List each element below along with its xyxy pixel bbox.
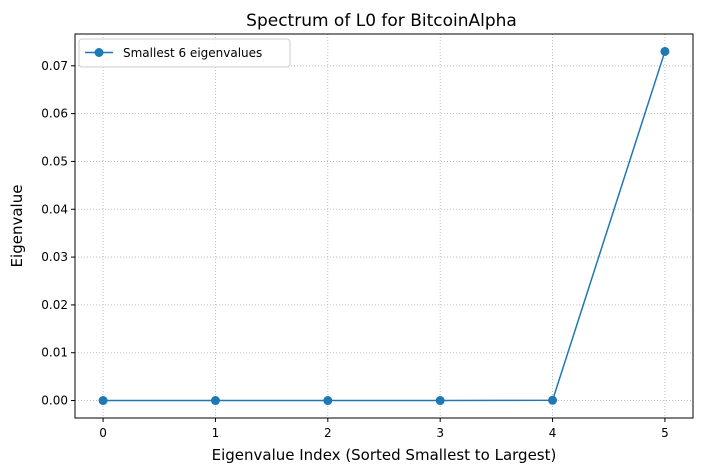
legend-box (78, 38, 291, 68)
x-tick-label: 3 (436, 426, 444, 440)
y-axis-label: Eigenvalue (8, 185, 26, 268)
x-tick-label: 2 (324, 426, 332, 440)
legend: Smallest 6 eigenvalues (78, 38, 291, 68)
legend-marker-sample (94, 48, 104, 57)
chart-title: Spectrum of L0 for BitcoinAlpha (246, 11, 517, 31)
data-point (548, 395, 558, 405)
y-tick-label: 0.05 (41, 154, 68, 168)
legend-label: Smallest 6 eigenvalues (123, 46, 262, 60)
x-tick-label: 0 (99, 426, 107, 440)
plot-frame (74, 33, 694, 419)
y-tick-label: 0.00 (41, 394, 68, 408)
data-point (660, 46, 670, 56)
data-point (98, 396, 108, 406)
y-tick-label: 0.01 (41, 346, 68, 360)
x-axis-ticks: 0 1 2 3 4 5 (99, 418, 669, 440)
y-tick-label: 0.02 (41, 298, 68, 312)
data-point (323, 396, 333, 406)
grid (75, 34, 693, 418)
y-tick-label: 0.06 (41, 107, 68, 121)
x-axis-label: Eigenvalue Index (Sorted Smallest to Lar… (212, 446, 557, 464)
y-tick-label: 0.03 (41, 250, 68, 264)
y-tick-label: 0.07 (41, 59, 68, 73)
y-axis-ticks: 0.00 0.01 0.02 0.03 0.04 0.05 0.06 0.07 (41, 59, 75, 408)
x-tick-label: 1 (212, 426, 220, 440)
series-line (103, 51, 666, 402)
x-tick-label: 4 (549, 426, 557, 440)
x-tick-label: 5 (661, 426, 669, 440)
data-point (435, 396, 445, 406)
series-layer (98, 46, 670, 406)
y-tick-label: 0.04 (41, 202, 68, 216)
data-point (210, 396, 220, 406)
